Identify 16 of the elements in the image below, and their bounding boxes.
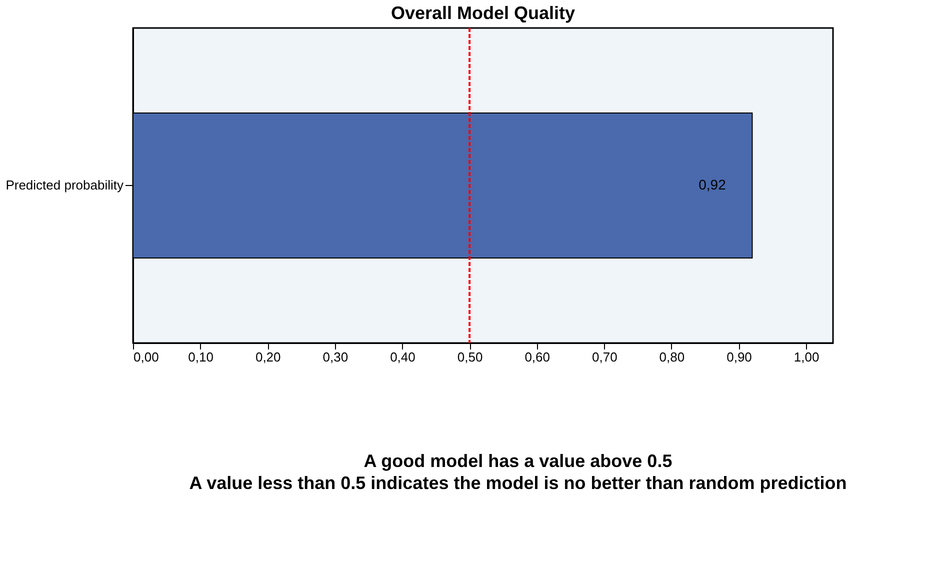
- text: A good model has a value above 0.5: [364, 451, 672, 471]
- x-tick-label: 0,80: [659, 350, 685, 364]
- x-tick-label: 0,50: [457, 350, 483, 364]
- x-tick-label: 0,10: [188, 350, 214, 364]
- x-tick-label: 0,00: [134, 350, 159, 364]
- data-label: 0,92: [698, 176, 726, 192]
- x-tick-label: 1,00: [794, 350, 820, 364]
- x-tick-label: 0,20: [255, 350, 281, 364]
- x-tick-label: 0,30: [322, 350, 348, 364]
- y-tick-label: Predicted probability: [6, 178, 124, 192]
- x-tick-label: 0,60: [524, 350, 550, 364]
- text: A value less than 0.5 indicates the model is no better than random prediction: [189, 473, 847, 493]
- chart-title: Overall Model Quality: [390, 3, 576, 23]
- x-tick-label: 0,40: [390, 350, 416, 364]
- x-tick-label: 0,70: [592, 350, 618, 364]
- x-tick-label: 0,90: [726, 350, 752, 364]
